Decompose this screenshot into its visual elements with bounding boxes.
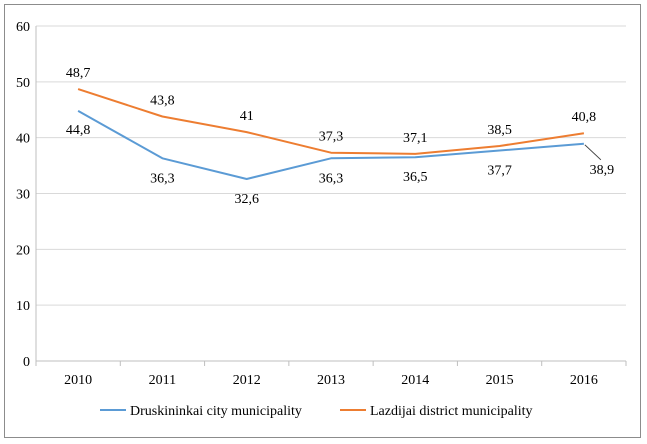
leader-line-druskininkai-2016	[584, 144, 602, 161]
data-label-lazdijai-2011: 43,8	[150, 93, 175, 108]
x-axis-ticks: 2010 2011 2012 2013 2014 2015 2016	[64, 373, 598, 388]
x-tick-label-2013: 2013	[317, 373, 345, 388]
y-tick-label-30: 30	[16, 188, 30, 203]
data-label-druskininkai-2014: 36,5	[403, 170, 428, 185]
x-tick-label-2015: 2015	[486, 373, 514, 388]
data-label-lazdijai-2013: 37,3	[319, 130, 344, 145]
axes	[35, 26, 627, 366]
legend-label-0: Druskininkai city municipality	[130, 404, 302, 419]
data-label-druskininkai-2010: 44,8	[66, 123, 91, 138]
y-tick-label-0: 0	[23, 355, 30, 370]
y-tick-label-60: 60	[16, 20, 30, 35]
y-axis-ticks: 0 10 20 30 40 50 60	[16, 20, 30, 370]
chart-frame	[4, 4, 641, 438]
y-tick-label-40: 40	[16, 132, 30, 147]
x-tick-label-2012: 2012	[233, 373, 261, 388]
data-label-druskininkai-2012: 32,6	[234, 192, 259, 207]
data-label-lazdijai-2010: 48,7	[66, 66, 91, 81]
x-tick-label-2010: 2010	[64, 373, 92, 388]
x-tick-label-2011: 2011	[149, 373, 176, 388]
y-tick-label-10: 10	[16, 299, 30, 314]
gridlines	[36, 25, 626, 306]
x-tick-label-2016: 2016	[570, 373, 598, 388]
data-label-druskininkai-2011: 36,3	[150, 171, 175, 186]
x-tick-label-2014: 2014	[401, 373, 429, 388]
series-lines	[77, 88, 585, 180]
data-label-lazdijai-2012: 41	[240, 109, 254, 124]
data-label-druskininkai-2013: 36,3	[319, 171, 344, 186]
legend-label-1: Lazdijai district municipality	[370, 404, 533, 419]
data-label-druskininkai-2016: 38,9	[590, 163, 615, 178]
data-label-druskininkai-2015: 37,7	[487, 164, 512, 179]
series-line-0	[77, 110, 584, 180]
legend: Druskininkai city municipality Lazdijai d…	[100, 404, 533, 419]
data-labels: 48,7 43,8 41 37,3 37,1 38,5 40,8 44,8 36,3 32,6 36…	[66, 66, 614, 207]
data-label-lazdijai-2014: 37,1	[403, 131, 428, 146]
y-tick-label-20: 20	[16, 243, 30, 258]
series-line-1	[77, 88, 585, 155]
data-label-lazdijai-2016: 40,8	[572, 110, 597, 125]
y-tick-label-50: 50	[16, 76, 30, 91]
data-label-lazdijai-2015: 38,5	[487, 123, 512, 138]
